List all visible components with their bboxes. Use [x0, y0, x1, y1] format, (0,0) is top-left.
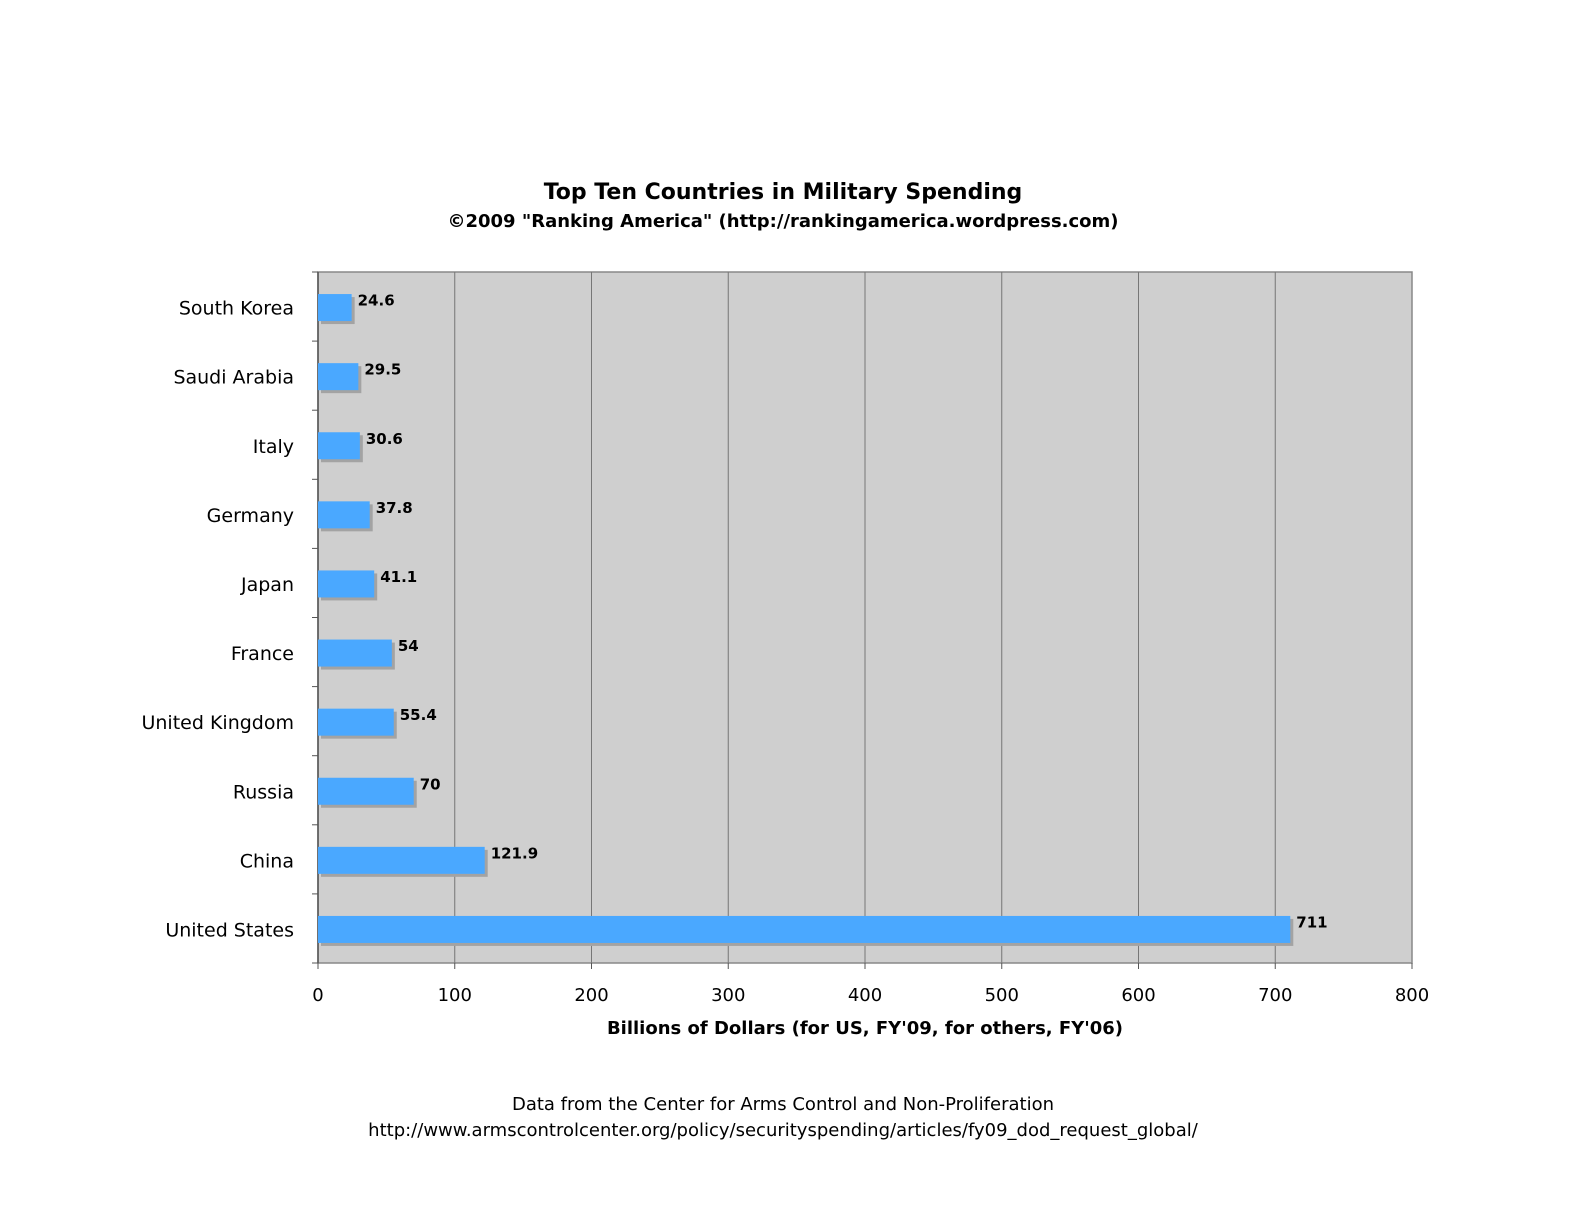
x-tick-label: 700: [1258, 985, 1292, 1006]
bar: [318, 708, 394, 736]
y-tick-label: Saudi Arabia: [173, 367, 294, 389]
bar: [318, 294, 352, 322]
y-tick-label: Germany: [207, 505, 294, 527]
x-tick-label: 200: [574, 985, 608, 1006]
y-tick-label: France: [231, 643, 294, 665]
footnote-source: Data from the Center for Arms Control an…: [512, 1094, 1054, 1115]
bar: [318, 363, 359, 391]
y-tick-label: Japan: [240, 574, 294, 596]
data-label: 24.6: [358, 292, 395, 310]
x-tick-label: 600: [1121, 985, 1155, 1006]
footnote-url: http://www.armscontrolcenter.org/policy/…: [368, 1120, 1199, 1141]
y-tick-label: United States: [165, 919, 294, 941]
y-tick-label: United Kingdom: [141, 712, 294, 734]
data-label: 121.9: [491, 844, 538, 862]
data-label: 54: [398, 637, 419, 655]
x-tick-label: 400: [848, 985, 882, 1006]
data-label: 55.4: [400, 706, 437, 724]
bar: [318, 570, 375, 598]
plot-area: 0 100 200 300 400 500 600 700 800 24.6 South Korea…: [141, 271, 1429, 1006]
bar: [318, 846, 485, 874]
x-axis-label: Billions of Dollars (for US, FY'09, for …: [607, 1018, 1123, 1039]
y-tick-label: South Korea: [179, 298, 294, 320]
bar: [318, 501, 370, 529]
data-label: 711: [1296, 913, 1327, 931]
bar: [318, 915, 1291, 943]
chart-title: Top Ten Countries in Military Spending: [544, 180, 1023, 205]
chart-subtitle: ©2009 "Ranking America" (http://rankinga…: [447, 211, 1118, 232]
y-tick-label: China: [240, 850, 294, 872]
y-tick-label: Russia: [233, 781, 294, 803]
bar: [318, 432, 360, 460]
data-label: 41.1: [380, 568, 417, 586]
x-tick-label: 100: [438, 985, 472, 1006]
data-label: 37.8: [376, 499, 413, 517]
x-tick-label: 0: [312, 985, 323, 1006]
x-tick-label: 500: [985, 985, 1019, 1006]
bar: [318, 639, 392, 667]
y-tick-label: Italy: [253, 436, 294, 458]
data-label: 70: [420, 775, 441, 793]
data-label: 29.5: [364, 361, 401, 379]
data-label: 30.6: [366, 430, 403, 448]
bar: [318, 777, 414, 805]
x-tick-label: 800: [1395, 985, 1429, 1006]
x-tick-label: 300: [711, 985, 745, 1006]
